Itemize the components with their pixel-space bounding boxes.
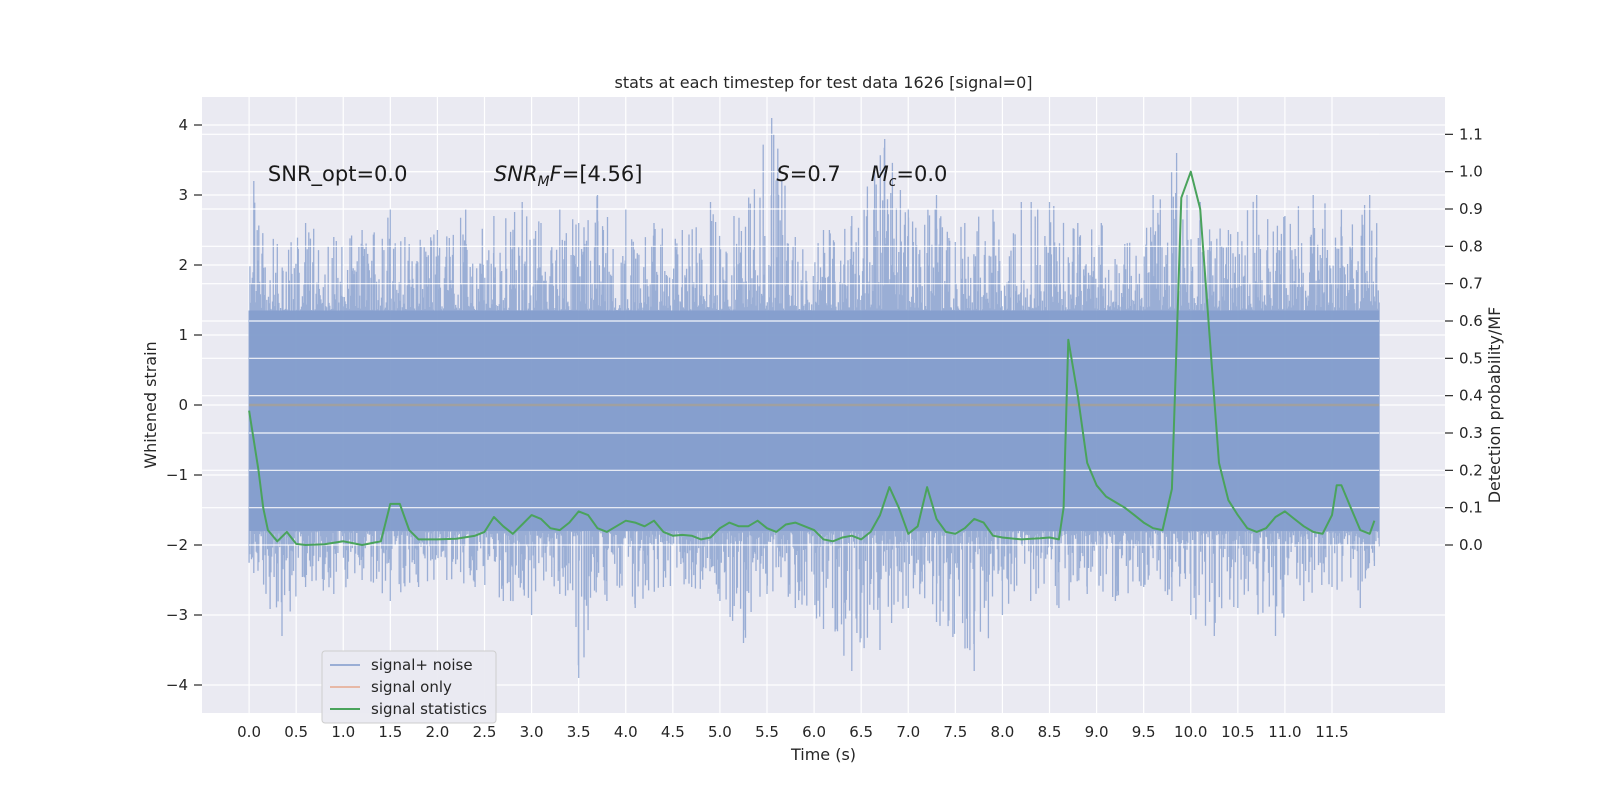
legend-label: signal+ noise xyxy=(371,656,473,674)
y-right-tick-label: 1.1 xyxy=(1459,125,1483,143)
x-tick-label: 9.0 xyxy=(1085,723,1109,741)
y-tick-label: −2 xyxy=(166,536,188,554)
x-tick-label: 8.5 xyxy=(1038,723,1062,741)
series-signal-noise xyxy=(248,118,1380,678)
x-axis-label: Time (s) xyxy=(790,745,856,764)
series-lines xyxy=(248,170,1380,546)
x-tick-label: 10.0 xyxy=(1174,723,1207,741)
x-tick-label: 5.0 xyxy=(708,723,732,741)
chart-title: stats at each timestep for test data 162… xyxy=(614,73,1032,92)
y-tick-label: 3 xyxy=(178,186,188,204)
annotation-snr-opt: SNR_opt=0.0 xyxy=(268,162,408,187)
y-axis-label: Whitened strain xyxy=(141,341,160,468)
x-tick-label: 3.5 xyxy=(567,723,591,741)
x-tick-label: 8.0 xyxy=(990,723,1014,741)
x-tick-label: 1.5 xyxy=(378,723,402,741)
y-right-tick-label: 0.2 xyxy=(1459,461,1483,479)
noise-trace xyxy=(248,118,1380,678)
x-tick-label: 4.0 xyxy=(614,723,638,741)
y-tick-label: −3 xyxy=(166,606,188,624)
x-tick-label: 4.5 xyxy=(661,723,685,741)
y-tick-label: −4 xyxy=(166,676,188,694)
y-right-tick-label: 0.6 xyxy=(1459,312,1483,330)
legend-label: signal only xyxy=(371,678,452,696)
y-tick-label: 0 xyxy=(178,396,188,414)
x-tick-label: 5.5 xyxy=(755,723,779,741)
x-tick-label: 10.5 xyxy=(1221,723,1254,741)
y-right-tick-label: 0.9 xyxy=(1459,200,1483,218)
legend-label: signal statistics xyxy=(371,700,487,718)
y-right-tick-label: 1.0 xyxy=(1459,163,1483,181)
y-tick-label: 4 xyxy=(178,116,188,134)
y-right-tick-label: 0.5 xyxy=(1459,349,1483,367)
x-tick-label: 3.0 xyxy=(520,723,544,741)
x-tick-label: 11.0 xyxy=(1268,723,1301,741)
y-right-tick-label: 0.8 xyxy=(1459,237,1483,255)
annotation-snr-mf: SNRMF=[4.56] xyxy=(494,162,643,190)
x-tick-label: 7.0 xyxy=(896,723,920,741)
x-tick-label: 2.5 xyxy=(473,723,497,741)
y-right-tick-label: 0.0 xyxy=(1459,536,1483,554)
y-right-tick-label: 0.3 xyxy=(1459,424,1483,442)
x-tick-label: 11.5 xyxy=(1315,723,1348,741)
y-right-tick-label: 0.7 xyxy=(1459,275,1483,293)
y-tick-label: 1 xyxy=(178,326,188,344)
annotation-s-value: S=0.7 xyxy=(776,162,840,186)
x-tick-label: 1.0 xyxy=(331,723,355,741)
x-tick-label: 6.5 xyxy=(849,723,873,741)
y-right-tick-label: 0.1 xyxy=(1459,499,1483,517)
y-tick-label: −1 xyxy=(166,466,188,484)
legend-box xyxy=(321,650,497,724)
legend: signal+ noise signal only signal statistic… xyxy=(321,650,497,724)
x-tick-label: 7.5 xyxy=(943,723,967,741)
axis-ticks: 0.0 0.5 1.0 1.5 2.0 2.5 3.0 3.5 4.0 4.5 5.0 5.5 6.0 6… xyxy=(166,116,1483,741)
x-tick-label: 0.0 xyxy=(237,723,261,741)
y-tick-label: 2 xyxy=(178,256,188,274)
x-tick-label: 6.0 xyxy=(802,723,826,741)
x-tick-label: 2.0 xyxy=(425,723,449,741)
annotation-mc-value: Mc=0.0 xyxy=(871,162,948,190)
annotations: SNR_opt=0.0 SNRMF=[4.56] S=0.7 Mc=0.0 xyxy=(268,162,947,190)
y-right-tick-label: 0.4 xyxy=(1459,387,1483,405)
y-axis-right-label: Detection probability/MF xyxy=(1485,307,1504,504)
x-tick-label: 9.5 xyxy=(1132,723,1156,741)
series-signal-statistics xyxy=(248,170,1376,546)
x-tick-label: 0.5 xyxy=(284,723,308,741)
